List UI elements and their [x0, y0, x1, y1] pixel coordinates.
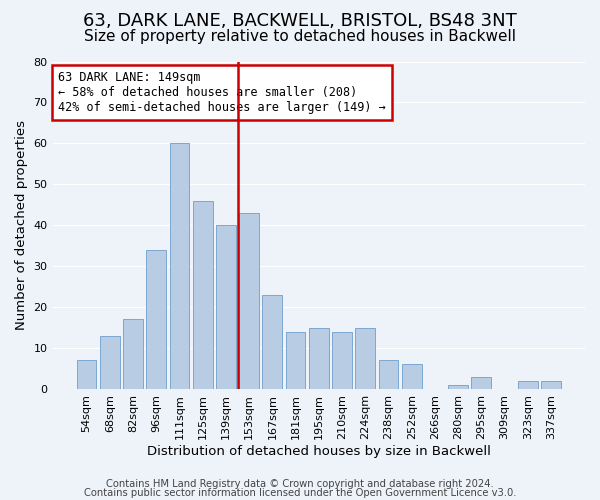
Bar [472, 376, 491, 389]
Bar [332, 332, 352, 389]
Text: 63, DARK LANE, BACKWELL, BRISTOL, BS48 3NT: 63, DARK LANE, BACKWELL, BRISTOL, BS48 3… [83, 12, 517, 30]
Bar [402, 364, 422, 389]
Text: 63 DARK LANE: 149sqm
← 58% of detached houses are smaller (208)
42% of semi-deta: 63 DARK LANE: 149sqm ← 58% of detached h… [58, 72, 386, 114]
Text: Contains public sector information licensed under the Open Government Licence v3: Contains public sector information licen… [84, 488, 516, 498]
Bar [355, 328, 375, 389]
Bar [170, 144, 190, 389]
Y-axis label: Number of detached properties: Number of detached properties [15, 120, 28, 330]
Bar [518, 381, 538, 389]
Bar [100, 336, 119, 389]
Bar [193, 200, 212, 389]
Bar [77, 360, 97, 389]
Bar [309, 328, 329, 389]
Bar [123, 320, 143, 389]
Bar [541, 381, 561, 389]
X-axis label: Distribution of detached houses by size in Backwell: Distribution of detached houses by size … [147, 444, 491, 458]
Bar [146, 250, 166, 389]
Bar [379, 360, 398, 389]
Bar [448, 385, 468, 389]
Bar [286, 332, 305, 389]
Text: Size of property relative to detached houses in Backwell: Size of property relative to detached ho… [84, 29, 516, 44]
Bar [216, 225, 236, 389]
Text: Contains HM Land Registry data © Crown copyright and database right 2024.: Contains HM Land Registry data © Crown c… [106, 479, 494, 489]
Bar [239, 213, 259, 389]
Bar [262, 295, 282, 389]
